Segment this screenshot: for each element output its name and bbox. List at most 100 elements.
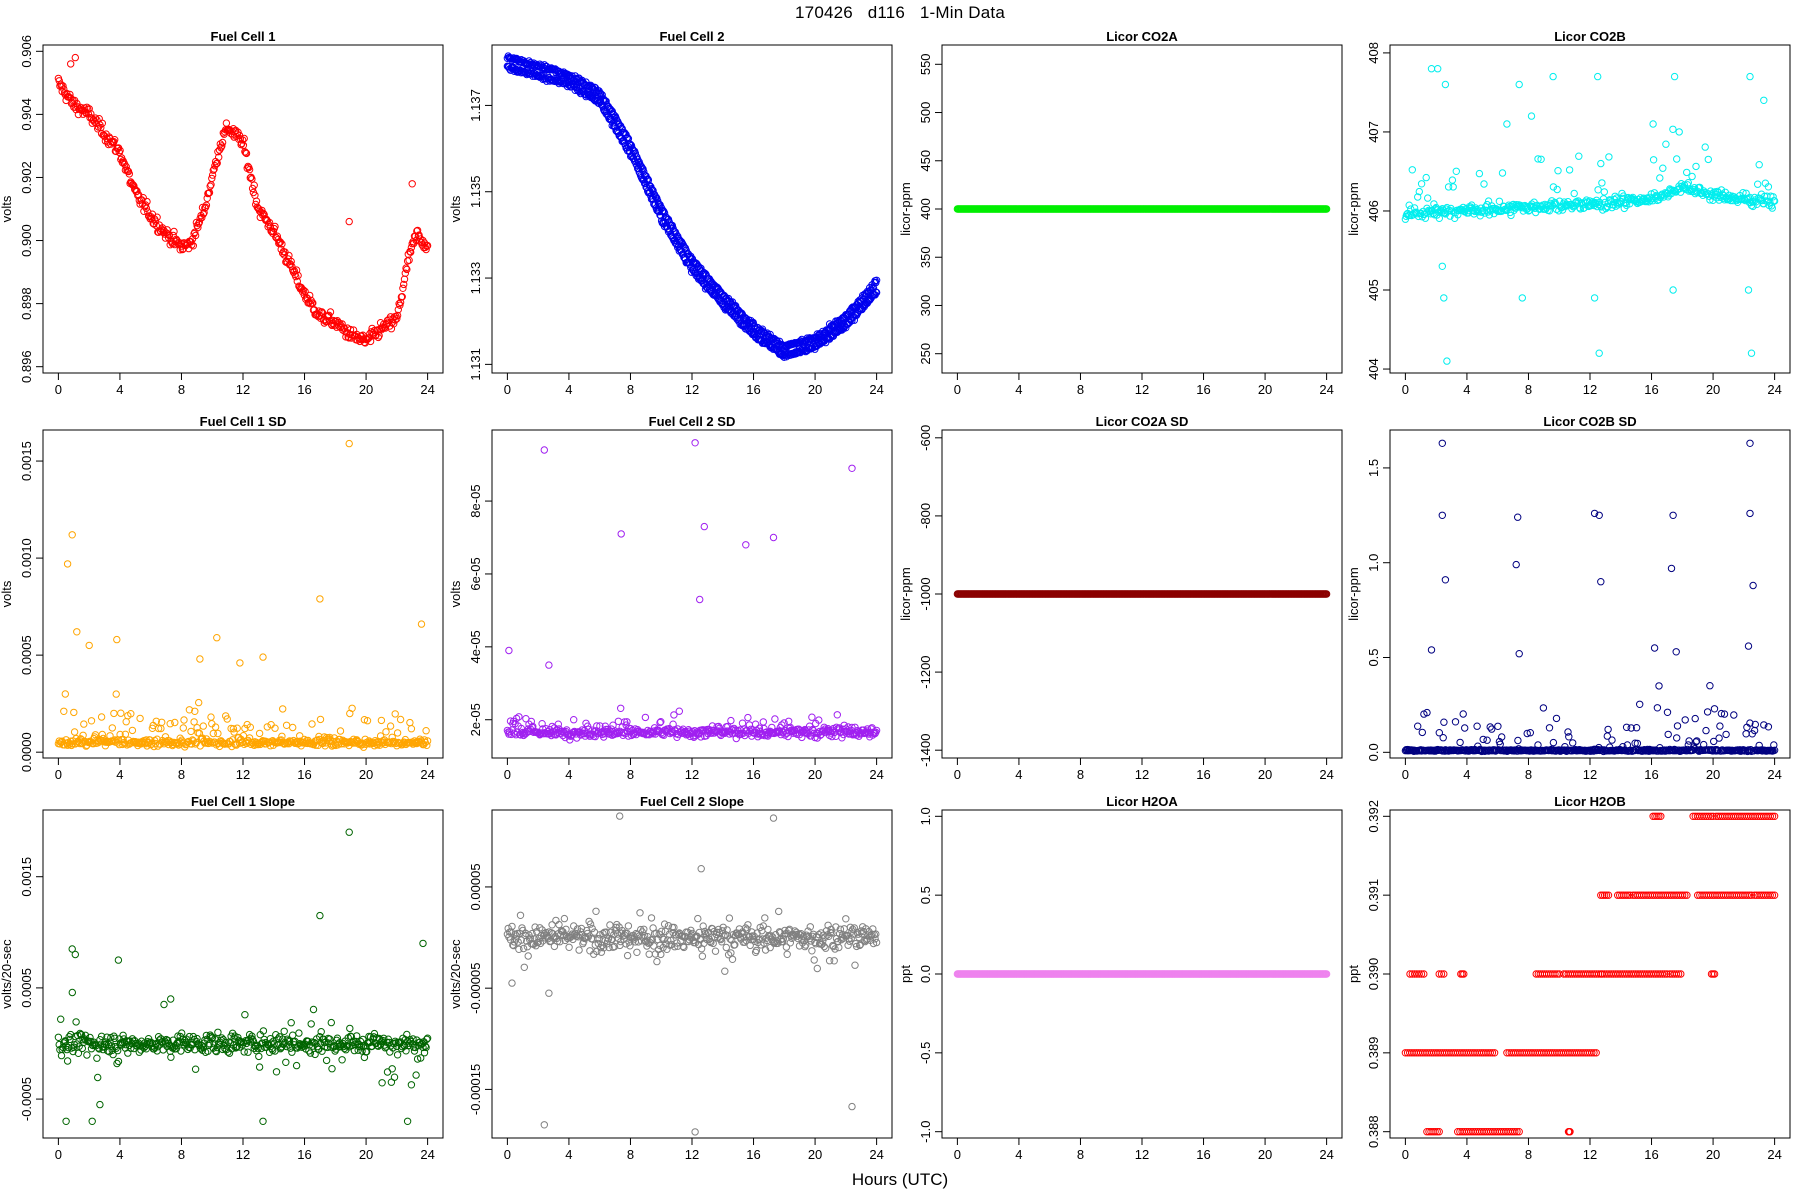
- y-axis-label: volts: [448, 195, 463, 222]
- data-point: [324, 312, 332, 320]
- data-point: [1441, 576, 1450, 584]
- x-tick-label: 20: [808, 767, 822, 782]
- data-point: [769, 533, 778, 542]
- y-tick-label: 0.896: [19, 350, 34, 383]
- data-point: [1570, 189, 1578, 198]
- data-point: [1673, 734, 1681, 742]
- y-axis-label: volts: [0, 580, 14, 607]
- data-point: [1422, 173, 1430, 182]
- data-point: [1449, 183, 1457, 191]
- data-point: [1597, 159, 1605, 168]
- data-point: [1691, 714, 1699, 723]
- data-point: [202, 201, 211, 210]
- x-tick-label: 4: [1463, 767, 1470, 782]
- data-point: [306, 291, 314, 300]
- data-point: [110, 709, 118, 718]
- y-axis-label: volts: [0, 195, 14, 222]
- chart-title: Licor CO2B SD: [1543, 414, 1636, 429]
- y-tick-label: -600: [918, 425, 933, 451]
- y-tick-label: 350: [918, 246, 933, 268]
- data-point: [328, 1065, 336, 1073]
- data-point: [1565, 166, 1574, 174]
- x-tick-label: 24: [1767, 382, 1781, 397]
- data-point: [133, 187, 141, 195]
- data-point: [1503, 120, 1511, 128]
- data-point: [1636, 700, 1644, 708]
- y-tick-label: 4e-05: [468, 630, 483, 663]
- data-point: [265, 218, 274, 227]
- data-point: [289, 1031, 297, 1039]
- data-point: [1722, 730, 1730, 739]
- y-axis-label: volts/20-sec: [0, 939, 14, 1009]
- data-point: [209, 166, 218, 174]
- x-tick-label: 8: [178, 1147, 185, 1162]
- data-point: [405, 256, 413, 264]
- data-point: [295, 1029, 303, 1037]
- data-point: [1760, 96, 1768, 105]
- data-point: [1480, 180, 1488, 188]
- data-point: [68, 988, 77, 997]
- data-point: [112, 690, 120, 698]
- x-tick-label: 0: [1402, 767, 1409, 782]
- data-point: [1673, 155, 1681, 163]
- data-point: [1424, 194, 1432, 202]
- data-point: [322, 1056, 331, 1065]
- data-point: [649, 186, 657, 195]
- data-point: [1595, 349, 1603, 357]
- y-tick-label: 2e-05: [468, 703, 483, 736]
- data-point: [307, 1020, 315, 1028]
- y-tick-label: 8e-05: [468, 484, 483, 517]
- data-point: [73, 628, 81, 636]
- data-point: [91, 114, 100, 122]
- x-tick-label: 20: [808, 382, 822, 397]
- data-point: [727, 716, 735, 725]
- data-point: [759, 718, 767, 726]
- data-point: [680, 242, 688, 251]
- x-tick-label: 16: [297, 382, 311, 397]
- data-point: [279, 705, 287, 713]
- x-tick-label: 0: [55, 767, 62, 782]
- x-tick-label: 20: [359, 1147, 373, 1162]
- data-point: [1688, 172, 1696, 181]
- data-point: [180, 716, 188, 724]
- data-point: [1549, 738, 1558, 747]
- data-point: [200, 208, 208, 217]
- data-point: [616, 123, 624, 131]
- data-point: [278, 240, 286, 248]
- data-point: [1673, 722, 1682, 730]
- data-point: [1483, 736, 1491, 744]
- data-points: [54, 439, 432, 751]
- data-point: [141, 201, 150, 209]
- x-tick-label: 20: [1706, 767, 1720, 782]
- data-point: [370, 326, 379, 335]
- data-point: [1473, 722, 1481, 730]
- data-point: [408, 180, 416, 188]
- x-tick-label: 20: [359, 767, 373, 782]
- data-point: [1649, 120, 1657, 128]
- data-point: [87, 717, 96, 725]
- data-point: [211, 162, 219, 170]
- data-points: [54, 828, 432, 1126]
- data-point: [1692, 162, 1700, 171]
- data-point: [207, 713, 215, 721]
- y-tick-label: 300: [918, 295, 933, 317]
- chart-co2bsd: Licor CO2B SD0 4 8 12 16 20 240.00.51.01.5lico…: [1346, 414, 1791, 782]
- data-points: [953, 205, 1331, 213]
- data-point: [267, 721, 275, 729]
- data-point: [139, 194, 147, 202]
- y-tick-label: 1.131: [468, 348, 483, 381]
- x-tick-label: 0: [55, 1147, 62, 1162]
- x-tick-label: 24: [869, 382, 883, 397]
- chart-fc1: Fuel Cell 10 4 8 12 16 20 240.8960.8980.9000.9…: [0, 29, 444, 397]
- data-point: [54, 1033, 63, 1042]
- y-tick-label: 250: [918, 343, 933, 365]
- x-tick-label: 24: [1767, 767, 1781, 782]
- data-point: [736, 308, 744, 316]
- data-point: [668, 221, 676, 230]
- data-point: [1408, 166, 1417, 174]
- data-point: [271, 222, 279, 231]
- y-tick-label: 0.5: [1366, 648, 1381, 666]
- y-axis-label: licor-ppm: [898, 567, 913, 620]
- data-point: [299, 286, 308, 294]
